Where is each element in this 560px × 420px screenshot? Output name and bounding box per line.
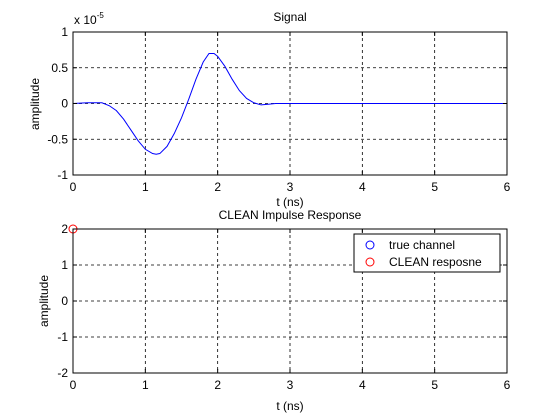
legend-clean-response-marker: [365, 257, 375, 267]
signal-y-tick-label: -0.5: [47, 132, 68, 146]
impulse-x-tick-label: 6: [504, 378, 511, 392]
impulse-y-tick-label: -1: [57, 330, 68, 344]
signal-x-tick-label: 5: [431, 180, 438, 194]
signal-x-tick-label: 6: [504, 180, 511, 194]
signal-y-tick-label: -1: [57, 168, 68, 182]
impulse-y-tick-label: 1: [61, 258, 68, 272]
signal-axes: Signal x 10-5 t (ns) amplitude 0 1 2 3 4 5 6 -1…: [28, 10, 511, 209]
legend-true-channel-label: true channel: [389, 238, 455, 252]
signal-y-tick-label: 0: [61, 97, 68, 111]
impulse-x-tick-label: 4: [359, 378, 366, 392]
impulse-x-tick-label: 3: [287, 378, 294, 392]
impulse-title: CLEAN Impulse Response: [219, 208, 362, 222]
signal-x-tick-label: 2: [214, 180, 221, 194]
signal-x-tick-label: 4: [359, 180, 366, 194]
signal-ylabel: amplitude: [28, 78, 42, 130]
signal-y-tick-label: 1: [61, 25, 68, 39]
impulse-xlabel: t (ns): [276, 399, 303, 413]
signal-xlabel: t (ns): [276, 195, 303, 209]
signal-y-tick-label: 0.5: [51, 61, 68, 75]
impulse-y-tick-label: 2: [61, 222, 68, 236]
signal-scale-exponent: -5: [97, 11, 105, 20]
impulse-x-tick-label: 0: [70, 378, 77, 392]
signal-x-tick-label: 1: [142, 180, 149, 194]
signal-x-tick-label: 0: [70, 180, 77, 194]
signal-scale-factor: x 10-5: [74, 11, 104, 27]
legend-true-channel-marker: [365, 240, 375, 250]
impulse-y-tick-label: 0: [61, 294, 68, 308]
impulse-legend: true channel CLEAN resposne: [353, 233, 501, 273]
signal-scale-base: x 10: [74, 13, 97, 27]
impulse-x-tick-label: 2: [214, 378, 221, 392]
signal-title: Signal: [273, 10, 306, 24]
impulse-ylabel: amplitude: [37, 275, 51, 327]
signal-x-tick-label: 3: [287, 180, 294, 194]
impulse-axes: CLEAN Impulse Response t (ns) amplitude …: [37, 208, 511, 413]
signal-series-line: [72, 52, 507, 155]
legend-clean-response-label: CLEAN resposne: [389, 255, 482, 269]
impulse-x-tick-label: 1: [142, 378, 149, 392]
impulse-x-tick-label: 5: [431, 378, 438, 392]
legend-box: [353, 233, 501, 273]
impulse-y-tick-label: -2: [57, 366, 68, 380]
